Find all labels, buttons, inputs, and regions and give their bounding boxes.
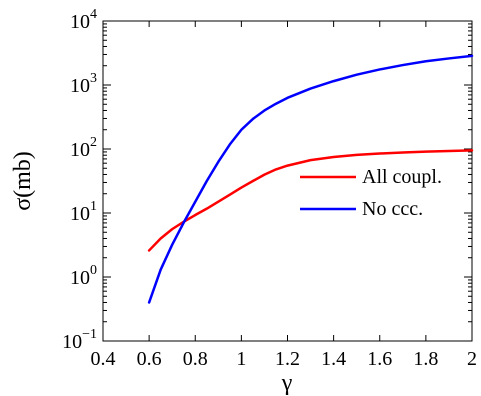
x-tick-label: 0.4: [91, 348, 116, 370]
legend-label: All coupl.: [362, 166, 442, 188]
x-tick-label: 1.8: [413, 348, 438, 370]
y-tick-label: 103: [70, 71, 97, 97]
legend: All coupl. No ccc.: [300, 166, 442, 220]
x-tick-label: 1.4: [321, 348, 346, 370]
x-tick-label: 1.2: [275, 348, 300, 370]
x-tick-label: 2: [467, 348, 477, 370]
y-tick-label: 104: [70, 7, 97, 33]
x-axis-label: γ: [281, 370, 293, 396]
x-tick-label: 0.8: [183, 348, 208, 370]
x-tick-label: 1: [236, 348, 246, 370]
y-tick-label: 102: [70, 135, 97, 161]
x-tick-label: 0.6: [137, 348, 162, 370]
legend-label: No ccc.: [362, 198, 423, 220]
x-axis-ticks: 0.4 0.6 0.8 1 1.2 1.4 1.6 1.8 2: [91, 21, 477, 370]
series-layer: [147, 54, 474, 304]
series-line-1: [147, 149, 474, 252]
y-tick-label: 101: [70, 199, 97, 225]
y-axis-label: σ(mb): [10, 151, 36, 211]
x-tick-label: 1.6: [367, 348, 392, 370]
y-axis-ticks: 10−1 100 101 102 103 104: [62, 7, 472, 353]
series-line-2: [147, 54, 474, 304]
y-tick-label: 10−1: [62, 327, 97, 353]
y-tick-label: 100: [70, 263, 97, 289]
